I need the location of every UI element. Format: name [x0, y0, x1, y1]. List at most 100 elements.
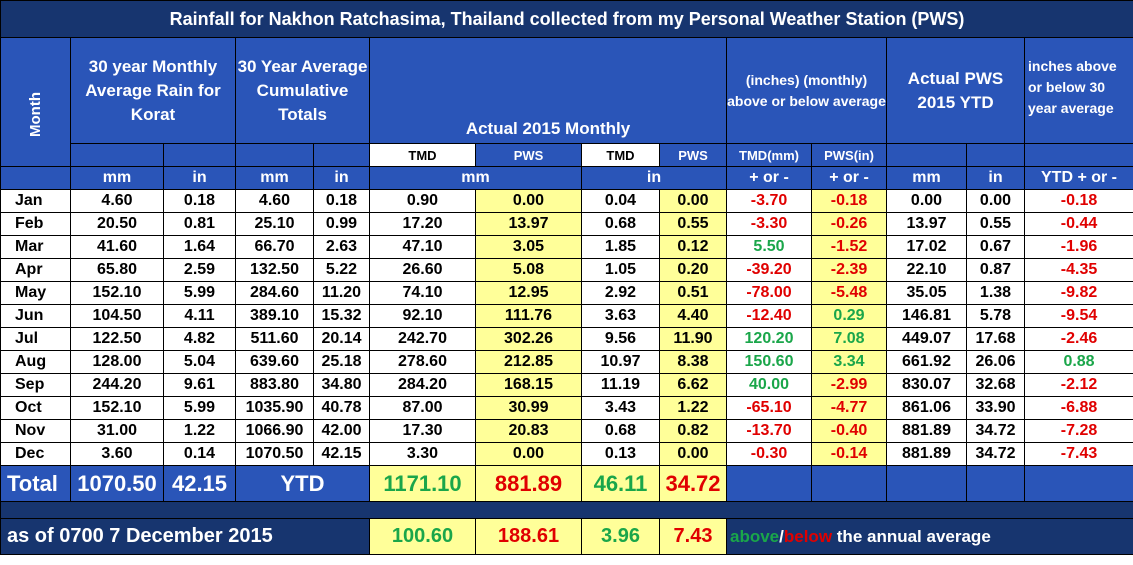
cell-d-pws: 0.29 [811, 304, 887, 328]
cell-ytd-in: 32.68 [966, 373, 1025, 397]
cell-ytd-in: 33.90 [966, 396, 1025, 420]
actual-monthly-header: Actual 2015 Monthly [369, 37, 727, 144]
unit-avg-mm: mm [70, 166, 164, 190]
cell-d-pws: -0.40 [811, 419, 887, 443]
cell-tmd-in: 3.63 [581, 304, 660, 328]
cell-cum-mm: 1070.50 [235, 442, 314, 466]
cell-m: Mar [0, 235, 71, 259]
cell-tmd-in: 0.68 [581, 212, 660, 236]
cell-cum-mm: 1035.90 [235, 396, 314, 420]
cell-pws-mm: 12.95 [475, 281, 582, 305]
table-row: Sep 244.20 9.61 883.80 34.80 284.20 168.15 11.1… [0, 373, 1133, 397]
cell-cum-mm: 4.60 [235, 189, 314, 213]
cell-ytd-d: -2.12 [1023, 373, 1133, 397]
cell-pws-in: 0.82 [659, 419, 727, 443]
cell-tmd-mm: 0.90 [369, 189, 476, 213]
cell-ytd-in: 0.00 [966, 189, 1025, 213]
cell-d-pws: 7.08 [811, 327, 887, 351]
cell-avg-mm: 104.50 [70, 304, 164, 328]
month-header: Month [0, 37, 71, 167]
cell-ytd-in: 17.68 [966, 327, 1025, 351]
cell-ytd-d: 0.88 [1023, 350, 1133, 374]
cell-tmd-mm: 47.10 [369, 235, 476, 259]
footer-pws-in: 7.43 [659, 518, 727, 555]
cell-ytd-mm: 661.92 [886, 350, 967, 374]
cell-tmd-mm: 74.10 [369, 281, 476, 305]
table-row: Oct 152.10 5.99 1035.90 40.78 87.00 30.99 3.43 1… [0, 396, 1133, 420]
cell-avg-mm: 65.80 [70, 258, 164, 282]
total-pws-mm: 881.89 [475, 465, 582, 502]
table-row: Nov 31.00 1.22 1066.90 42.00 17.30 20.83 0.68 0.… [0, 419, 1133, 443]
table-row: May 152.10 5.99 284.60 11.20 74.10 12.95 2.92 0.… [0, 281, 1133, 305]
cell-pws-mm: 5.08 [475, 258, 582, 282]
table-row: Aug 128.00 5.04 639.60 25.18 278.60 212.85 10.9… [0, 350, 1133, 374]
cell-cum-mm: 25.10 [235, 212, 314, 236]
cell-m: Aug [0, 350, 71, 374]
cell-ytd-in: 26.06 [966, 350, 1025, 374]
cell-ytd-mm: 17.02 [886, 235, 967, 259]
cell-cum-in: 2.63 [313, 235, 370, 259]
cell-avg-in: 1.64 [163, 235, 236, 259]
cell-cum-in: 5.22 [313, 258, 370, 282]
cell-pws-in: 6.62 [659, 373, 727, 397]
cell-ytd-mm: 0.00 [886, 189, 967, 213]
cell-cum-in: 0.18 [313, 189, 370, 213]
cell-d-tmd: -78.00 [726, 281, 812, 305]
cell-d-pws: -2.99 [811, 373, 887, 397]
cell-cum-in: 34.80 [313, 373, 370, 397]
cell-pws-mm: 3.05 [475, 235, 582, 259]
avg-monthly-header: 30 year Monthly Average Rain for Korat [70, 37, 236, 144]
inches-above-header: inches above or below 30 year average [1023, 37, 1133, 144]
cell-tmd-mm: 278.60 [369, 350, 476, 374]
cell-cum-in: 42.00 [313, 419, 370, 443]
cell-avg-mm: 41.60 [70, 235, 164, 259]
table-row: Jul 122.50 4.82 511.60 20.14 242.70 302.26 9.56… [0, 327, 1133, 351]
cell-avg-mm: 31.00 [70, 419, 164, 443]
cell-avg-mm: 4.60 [70, 189, 164, 213]
cell-d-tmd: 120.20 [726, 327, 812, 351]
table-row: Jun 104.50 4.11 389.10 15.32 92.10 111.76 3.63 4… [0, 304, 1133, 328]
cell-tmd-in: 0.04 [581, 189, 660, 213]
cell-tmd-in: 0.68 [581, 419, 660, 443]
cell-d-tmd: 150.60 [726, 350, 812, 374]
unit-act-mm: mm [369, 166, 582, 190]
cell-ytd-d: -7.43 [1023, 442, 1133, 466]
unit-ytd-mm: mm [886, 166, 967, 190]
actual-ytd-header: Actual PWS 2015 YTD [886, 37, 1025, 144]
cell-pws-mm: 302.26 [475, 327, 582, 351]
unit-ytd-diff: YTD + or - [1023, 166, 1133, 190]
cell-pws-mm: 20.83 [475, 419, 582, 443]
cell-avg-in: 5.99 [163, 396, 236, 420]
cell-tmd-in: 0.13 [581, 442, 660, 466]
cell-ytd-d: -0.18 [1023, 189, 1133, 213]
cell-pws-mm: 0.00 [475, 189, 582, 213]
cell-ytd-mm: 146.81 [886, 304, 967, 328]
cell-avg-mm: 128.00 [70, 350, 164, 374]
cell-pws-in: 0.00 [659, 442, 727, 466]
avg-cumulative-header: 30 Year Average Cumulative Totals [235, 37, 370, 144]
cell-cum-mm: 511.60 [235, 327, 314, 351]
total-tmd-in: 46.11 [581, 465, 660, 502]
cell-m: Jul [0, 327, 71, 351]
table-row: Mar 41.60 1.64 66.70 2.63 47.10 3.05 1.85 0.12 5.… [0, 235, 1133, 259]
cell-tmd-mm: 3.30 [369, 442, 476, 466]
cell-d-tmd: -0.30 [726, 442, 812, 466]
cell-avg-mm: 152.10 [70, 281, 164, 305]
cell-avg-in: 9.61 [163, 373, 236, 397]
cell-avg-in: 5.04 [163, 350, 236, 374]
total-avg-in: 42.15 [163, 465, 236, 502]
cell-ytd-mm: 22.10 [886, 258, 967, 282]
cell-avg-in: 4.82 [163, 327, 236, 351]
cell-d-pws: -2.39 [811, 258, 887, 282]
cell-d-pws: -0.18 [811, 189, 887, 213]
cell-tmd-in: 3.43 [581, 396, 660, 420]
sub-tmd-in: TMD [581, 143, 660, 167]
cell-ytd-mm: 881.89 [886, 419, 967, 443]
cell-tmd-mm: 87.00 [369, 396, 476, 420]
cell-avg-in: 1.22 [163, 419, 236, 443]
cell-ytd-in: 34.72 [966, 419, 1025, 443]
cell-tmd-in: 11.19 [581, 373, 660, 397]
cell-d-tmd: 5.50 [726, 235, 812, 259]
